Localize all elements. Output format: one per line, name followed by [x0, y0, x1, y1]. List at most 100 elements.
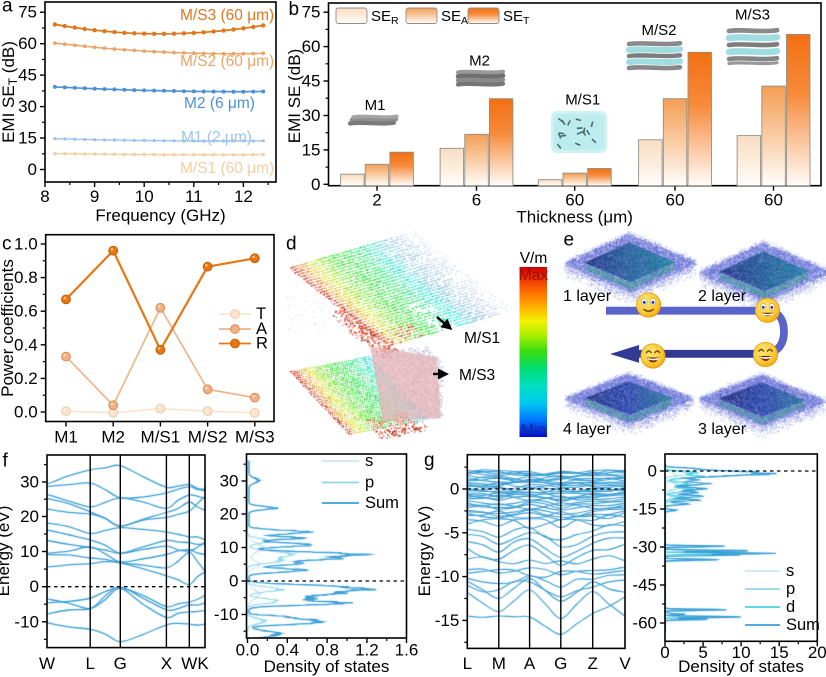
svg-text:M/S1: M/S1 [141, 428, 181, 447]
svg-text:EMI SET (dB): EMI SET (dB) [0, 41, 20, 143]
svg-text:M1: M1 [54, 428, 78, 447]
svg-text:0: 0 [660, 643, 669, 662]
svg-text:0.2: 0.2 [14, 369, 38, 388]
svg-text:Density of states: Density of states [264, 657, 390, 676]
svg-text:60: 60 [302, 37, 321, 56]
svg-text:M2 (6 μm): M2 (6 μm) [184, 95, 255, 112]
svg-text:M1 (2 μm): M1 (2 μm) [181, 129, 252, 146]
svg-text:Frequency (GHz): Frequency (GHz) [95, 206, 225, 225]
svg-text:d: d [786, 598, 795, 616]
svg-text:G: G [114, 654, 127, 673]
svg-text:0: 0 [28, 160, 37, 179]
svg-text:15: 15 [18, 129, 37, 148]
svg-text:45: 45 [18, 66, 37, 85]
svg-text:V: V [619, 654, 631, 673]
svg-text:4 layer: 4 layer [563, 421, 612, 438]
svg-text:-30: -30 [632, 538, 657, 557]
svg-text:Thickness (μm): Thickness (μm) [516, 208, 633, 227]
svg-text:a: a [2, 0, 13, 17]
svg-text:60: 60 [666, 191, 685, 210]
svg-text:W: W [39, 654, 55, 673]
svg-text:0: 0 [648, 462, 657, 481]
svg-text:Min: Min [521, 422, 546, 439]
svg-text:0.6: 0.6 [14, 302, 38, 321]
svg-text:Energy (eV): Energy (eV) [0, 506, 13, 597]
svg-text:s: s [365, 452, 373, 470]
svg-text:10: 10 [732, 643, 751, 662]
svg-text:W: W [181, 654, 197, 673]
svg-text:SER: SER [371, 8, 399, 27]
svg-text:10: 10 [220, 538, 239, 557]
svg-text:2 layer: 2 layer [698, 288, 747, 305]
svg-text:20: 20 [808, 643, 826, 662]
svg-text:M/S1: M/S1 [464, 330, 500, 347]
svg-text:1.0: 1.0 [14, 235, 38, 254]
svg-text:M/S2: M/S2 [188, 428, 228, 447]
svg-text:45: 45 [302, 72, 321, 91]
svg-text:EMI SE (dB): EMI SE (dB) [285, 49, 304, 143]
svg-text:-5: -5 [444, 523, 459, 542]
svg-text:-45: -45 [632, 576, 657, 595]
svg-text:M/S3 (60 μm): M/S3 (60 μm) [180, 7, 274, 24]
svg-text:Sum: Sum [786, 616, 820, 634]
svg-text:M: M [492, 654, 506, 673]
svg-text:5: 5 [698, 643, 707, 662]
svg-text:Power coefficients: Power coefficients [0, 259, 17, 397]
svg-text:M1: M1 [365, 97, 386, 114]
svg-text:10: 10 [20, 542, 39, 561]
svg-text:60: 60 [764, 191, 783, 210]
svg-text:0: 0 [450, 480, 459, 499]
svg-text:11: 11 [185, 187, 203, 206]
svg-text:0: 0 [311, 175, 320, 194]
svg-text:Sum: Sum [365, 494, 399, 512]
svg-text:-10: -10 [14, 612, 39, 631]
svg-text:30: 30 [18, 97, 37, 116]
svg-text:1.6: 1.6 [395, 641, 419, 660]
svg-text:3 layer: 3 layer [698, 421, 747, 438]
svg-text:g: g [424, 450, 435, 471]
svg-text:60: 60 [565, 191, 584, 210]
svg-text:e: e [564, 230, 575, 251]
svg-text:20: 20 [220, 505, 239, 524]
svg-text:6: 6 [472, 191, 481, 210]
svg-text:-10: -10 [435, 567, 460, 586]
svg-text:V/m: V/m [520, 250, 548, 267]
svg-text:T: T [256, 305, 266, 323]
svg-text:M2: M2 [101, 428, 125, 447]
svg-text:0.8: 0.8 [14, 268, 38, 287]
svg-text:L: L [463, 654, 472, 673]
svg-text:-15: -15 [435, 611, 460, 630]
svg-text:30: 30 [20, 473, 39, 492]
svg-text:1 layer: 1 layer [563, 288, 612, 305]
svg-text:Z: Z [588, 654, 598, 673]
svg-text:0: 0 [30, 577, 39, 596]
svg-text:1.2: 1.2 [355, 641, 379, 660]
svg-text:c: c [2, 234, 12, 255]
svg-text:0.4: 0.4 [14, 335, 38, 354]
svg-text:Density of states: Density of states [678, 657, 804, 676]
svg-text:10: 10 [135, 187, 154, 206]
svg-text:M/S1: M/S1 [565, 92, 600, 109]
svg-text:60: 60 [18, 34, 37, 53]
svg-text:15: 15 [302, 140, 321, 159]
svg-text:0: 0 [229, 572, 238, 591]
svg-text:M/S3: M/S3 [459, 367, 495, 384]
svg-text:M/S2 (60 μm): M/S2 (60 μm) [180, 53, 274, 70]
svg-text:Energy (eV): Energy (eV) [415, 506, 434, 597]
svg-text:0.4: 0.4 [275, 641, 299, 660]
svg-text:b: b [289, 0, 300, 20]
svg-text:R: R [256, 335, 268, 353]
svg-text:X: X [161, 654, 172, 673]
svg-text:M/S3: M/S3 [735, 7, 770, 24]
svg-text:8: 8 [40, 187, 49, 206]
svg-text:-10: -10 [214, 605, 239, 624]
svg-text:75: 75 [302, 3, 321, 22]
svg-text:75: 75 [18, 3, 37, 22]
svg-text:9: 9 [90, 187, 99, 206]
svg-text:M/S2: M/S2 [641, 22, 676, 39]
svg-text:Max: Max [519, 267, 549, 284]
svg-text:15: 15 [770, 643, 789, 662]
svg-text:30: 30 [220, 472, 239, 491]
svg-text:L: L [85, 654, 94, 673]
svg-text:0.8: 0.8 [315, 641, 339, 660]
